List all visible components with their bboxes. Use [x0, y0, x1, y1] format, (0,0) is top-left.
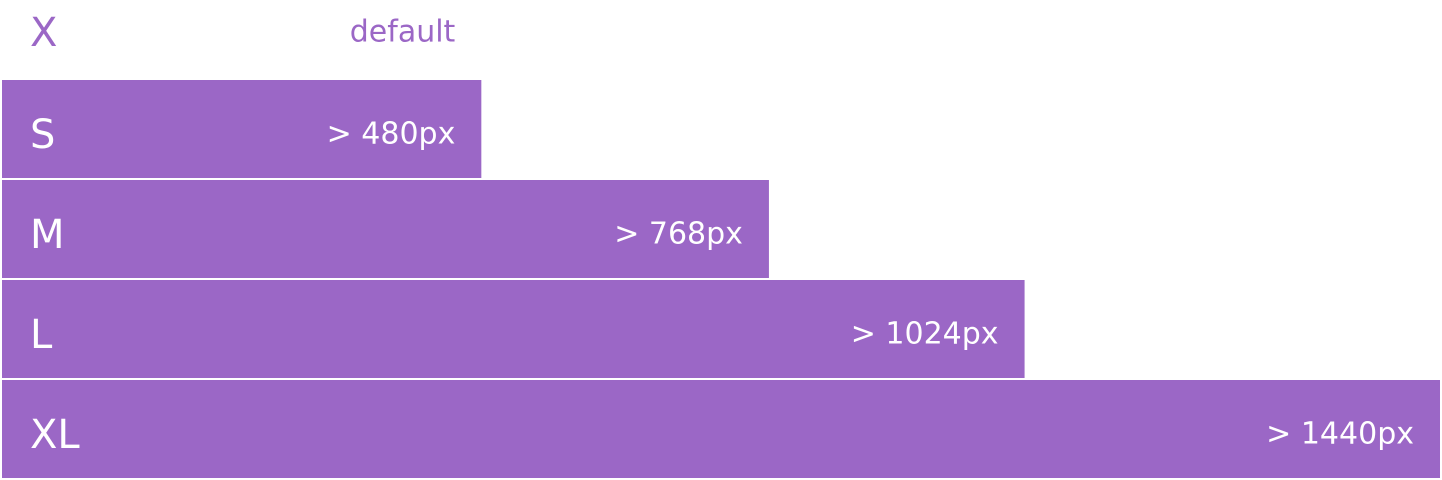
- value-label: default: [350, 15, 456, 50]
- category-label: M: [30, 212, 65, 258]
- value-label: > 768px: [614, 217, 743, 252]
- bar: [2, 280, 1025, 378]
- category-label: X: [30, 10, 57, 56]
- category-label: L: [30, 312, 53, 358]
- bar: [2, 380, 1440, 478]
- bar: [2, 80, 482, 178]
- value-label: > 480px: [327, 117, 456, 152]
- category-label: S: [30, 112, 55, 158]
- value-label: > 1024px: [851, 317, 999, 352]
- value-label: > 1440px: [1266, 417, 1414, 452]
- category-label: XL: [30, 412, 80, 458]
- bar: [2, 180, 769, 278]
